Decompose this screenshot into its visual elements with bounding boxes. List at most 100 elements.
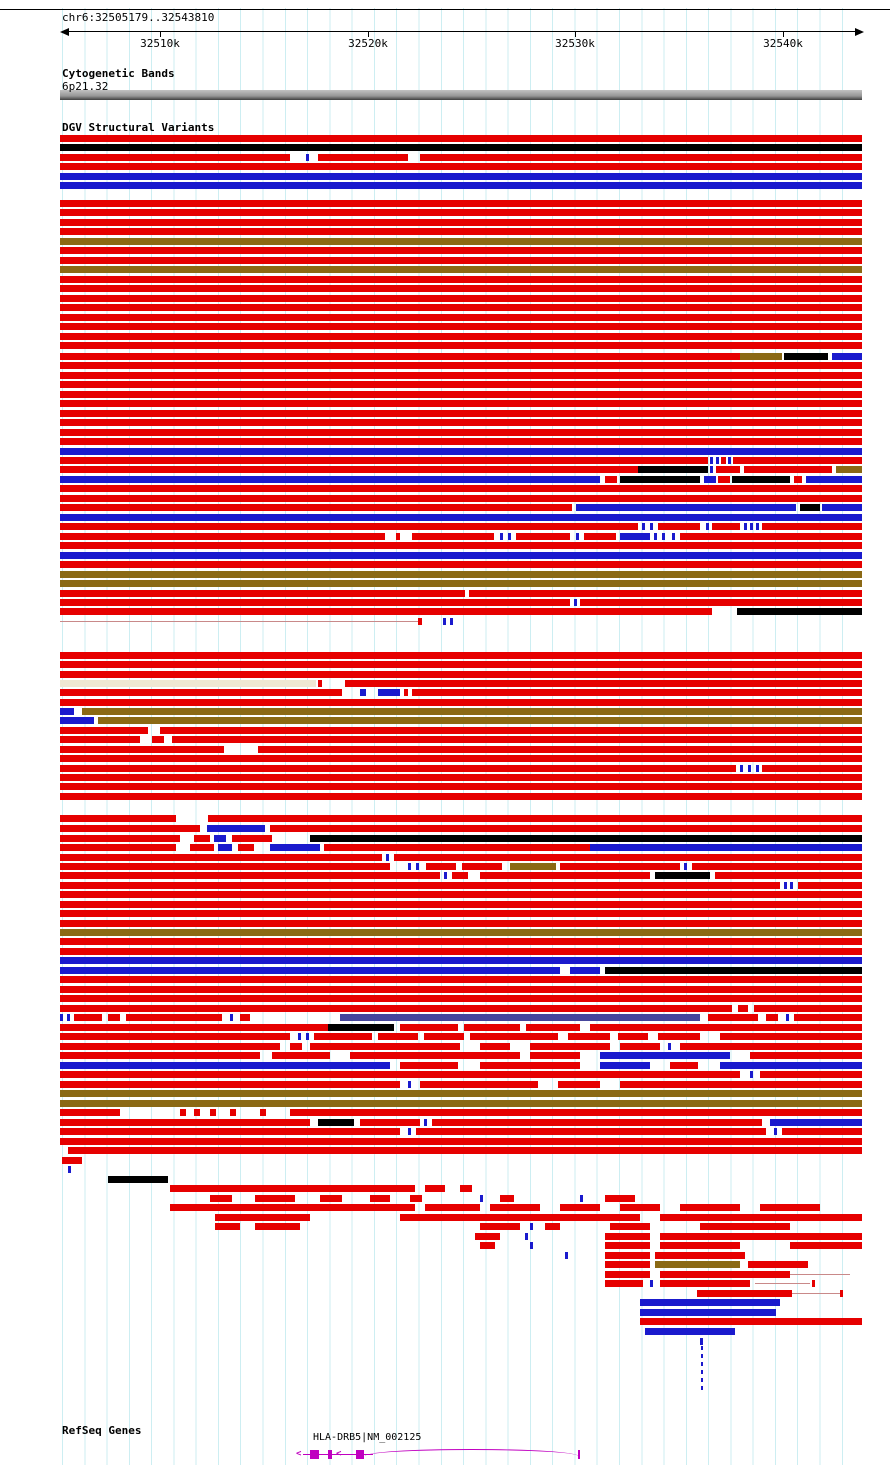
variant-bar[interactable] bbox=[766, 1014, 778, 1021]
variant-bar[interactable] bbox=[744, 466, 832, 473]
variant-bar[interactable] bbox=[60, 285, 862, 292]
variant-bar[interactable] bbox=[480, 1062, 580, 1069]
variant-bar[interactable] bbox=[740, 353, 782, 360]
variant-bar[interactable] bbox=[60, 608, 712, 615]
variant-bar[interactable] bbox=[400, 1024, 458, 1031]
variant-bar[interactable] bbox=[590, 1024, 862, 1031]
variant-bar[interactable] bbox=[306, 154, 309, 161]
variant-bar[interactable] bbox=[60, 995, 862, 1002]
variant-bar[interactable] bbox=[298, 1033, 301, 1040]
variant-bar[interactable] bbox=[620, 1081, 862, 1088]
variant-bar[interactable] bbox=[60, 295, 862, 302]
variant-bar[interactable] bbox=[721, 457, 726, 464]
variant-bar[interactable] bbox=[60, 882, 780, 889]
variant-bar[interactable] bbox=[60, 891, 862, 898]
variant-bar[interactable] bbox=[560, 1204, 600, 1211]
variant-bar[interactable] bbox=[98, 717, 862, 724]
variant-bar[interactable] bbox=[318, 154, 408, 161]
variant-bar[interactable] bbox=[580, 1195, 583, 1202]
variant-bar[interactable] bbox=[443, 618, 446, 625]
variant-bar[interactable] bbox=[60, 938, 862, 945]
variant-bar[interactable] bbox=[60, 219, 862, 226]
variant-bar[interactable] bbox=[60, 699, 862, 706]
variant-bar[interactable] bbox=[444, 872, 447, 879]
variant-bar[interactable] bbox=[60, 1043, 280, 1050]
variant-bar[interactable] bbox=[480, 1043, 510, 1050]
variant-bar[interactable] bbox=[418, 618, 422, 625]
variant-bar[interactable] bbox=[792, 1293, 840, 1294]
variant-bar[interactable] bbox=[60, 561, 862, 568]
variant-bar[interactable] bbox=[360, 1119, 420, 1126]
gene-exon[interactable] bbox=[356, 1450, 364, 1459]
variant-bar[interactable] bbox=[610, 1223, 650, 1230]
variant-bar[interactable] bbox=[660, 1242, 740, 1249]
variant-bar[interactable] bbox=[60, 1119, 310, 1126]
variant-bar[interactable] bbox=[60, 1138, 862, 1145]
variant-bar[interactable] bbox=[716, 466, 740, 473]
variant-bar[interactable] bbox=[60, 765, 736, 772]
variant-bar[interactable] bbox=[660, 1233, 862, 1240]
variant-bar[interactable] bbox=[760, 1071, 862, 1078]
variant-bar[interactable] bbox=[208, 815, 862, 822]
variant-bar[interactable] bbox=[605, 967, 862, 974]
variant-bar[interactable] bbox=[258, 746, 862, 753]
variant-bar[interactable] bbox=[576, 504, 796, 511]
variant-bar[interactable] bbox=[794, 476, 802, 483]
variant-bar[interactable] bbox=[684, 863, 687, 870]
variant-bar[interactable] bbox=[272, 1052, 330, 1059]
variant-bar[interactable] bbox=[700, 1223, 790, 1230]
variant-bar[interactable] bbox=[60, 854, 382, 861]
variant-bar[interactable] bbox=[60, 1014, 63, 1021]
variant-bar[interactable] bbox=[680, 1043, 862, 1050]
variant-bar[interactable] bbox=[60, 163, 862, 170]
variant-bar[interactable] bbox=[74, 1014, 102, 1021]
variant-bar[interactable] bbox=[716, 457, 719, 464]
variant-bar[interactable] bbox=[160, 727, 862, 734]
variant-bar[interactable] bbox=[464, 1024, 520, 1031]
variant-bar[interactable] bbox=[60, 872, 440, 879]
variant-bar[interactable] bbox=[370, 1195, 390, 1202]
variant-bar[interactable] bbox=[642, 523, 645, 530]
variant-bar[interactable] bbox=[60, 457, 708, 464]
variant-bar[interactable] bbox=[404, 689, 408, 696]
variant-bar[interactable] bbox=[62, 1157, 82, 1164]
variant-bar[interactable] bbox=[424, 1119, 427, 1126]
variant-bar[interactable] bbox=[475, 1233, 500, 1240]
overview-ruler-line[interactable] bbox=[68, 31, 856, 32]
variant-bar[interactable] bbox=[60, 671, 862, 678]
variant-bar[interactable] bbox=[790, 882, 793, 889]
variant-bar[interactable] bbox=[416, 863, 419, 870]
variant-bar[interactable] bbox=[270, 844, 320, 851]
variant-bar[interactable] bbox=[345, 680, 862, 687]
variant-bar[interactable] bbox=[60, 863, 390, 870]
variant-bar[interactable] bbox=[410, 1195, 422, 1202]
variant-bar[interactable] bbox=[60, 1128, 400, 1135]
variant-bar[interactable] bbox=[794, 1014, 862, 1021]
variant-bar[interactable] bbox=[412, 689, 862, 696]
variant-bar[interactable] bbox=[60, 238, 862, 245]
variant-bar[interactable] bbox=[750, 1052, 862, 1059]
variant-bar[interactable] bbox=[744, 523, 747, 530]
variant-bar[interactable] bbox=[60, 948, 862, 955]
variant-bar[interactable] bbox=[172, 736, 862, 743]
variant-bar[interactable] bbox=[500, 1195, 514, 1202]
variant-bar[interactable] bbox=[420, 154, 862, 161]
variant-bar[interactable] bbox=[701, 1354, 703, 1358]
variant-bar[interactable] bbox=[318, 680, 322, 687]
variant-bar[interactable] bbox=[426, 863, 456, 870]
variant-bar[interactable] bbox=[650, 523, 653, 530]
variant-bar[interactable] bbox=[60, 514, 862, 521]
variant-bar[interactable] bbox=[712, 523, 740, 530]
variant-bar[interactable] bbox=[672, 533, 675, 540]
variant-bar[interactable] bbox=[756, 765, 759, 772]
variant-bar[interactable] bbox=[210, 1109, 216, 1116]
variant-bar[interactable] bbox=[60, 448, 862, 455]
variant-bar[interactable] bbox=[306, 1033, 309, 1040]
variant-bar[interactable] bbox=[530, 1223, 533, 1230]
variant-bar[interactable] bbox=[214, 835, 226, 842]
variant-bar[interactable] bbox=[424, 1033, 464, 1040]
variant-bar[interactable] bbox=[660, 1271, 790, 1278]
variant-bar[interactable] bbox=[60, 504, 572, 511]
variant-bar[interactable] bbox=[704, 476, 716, 483]
variant-bar[interactable] bbox=[386, 854, 389, 861]
